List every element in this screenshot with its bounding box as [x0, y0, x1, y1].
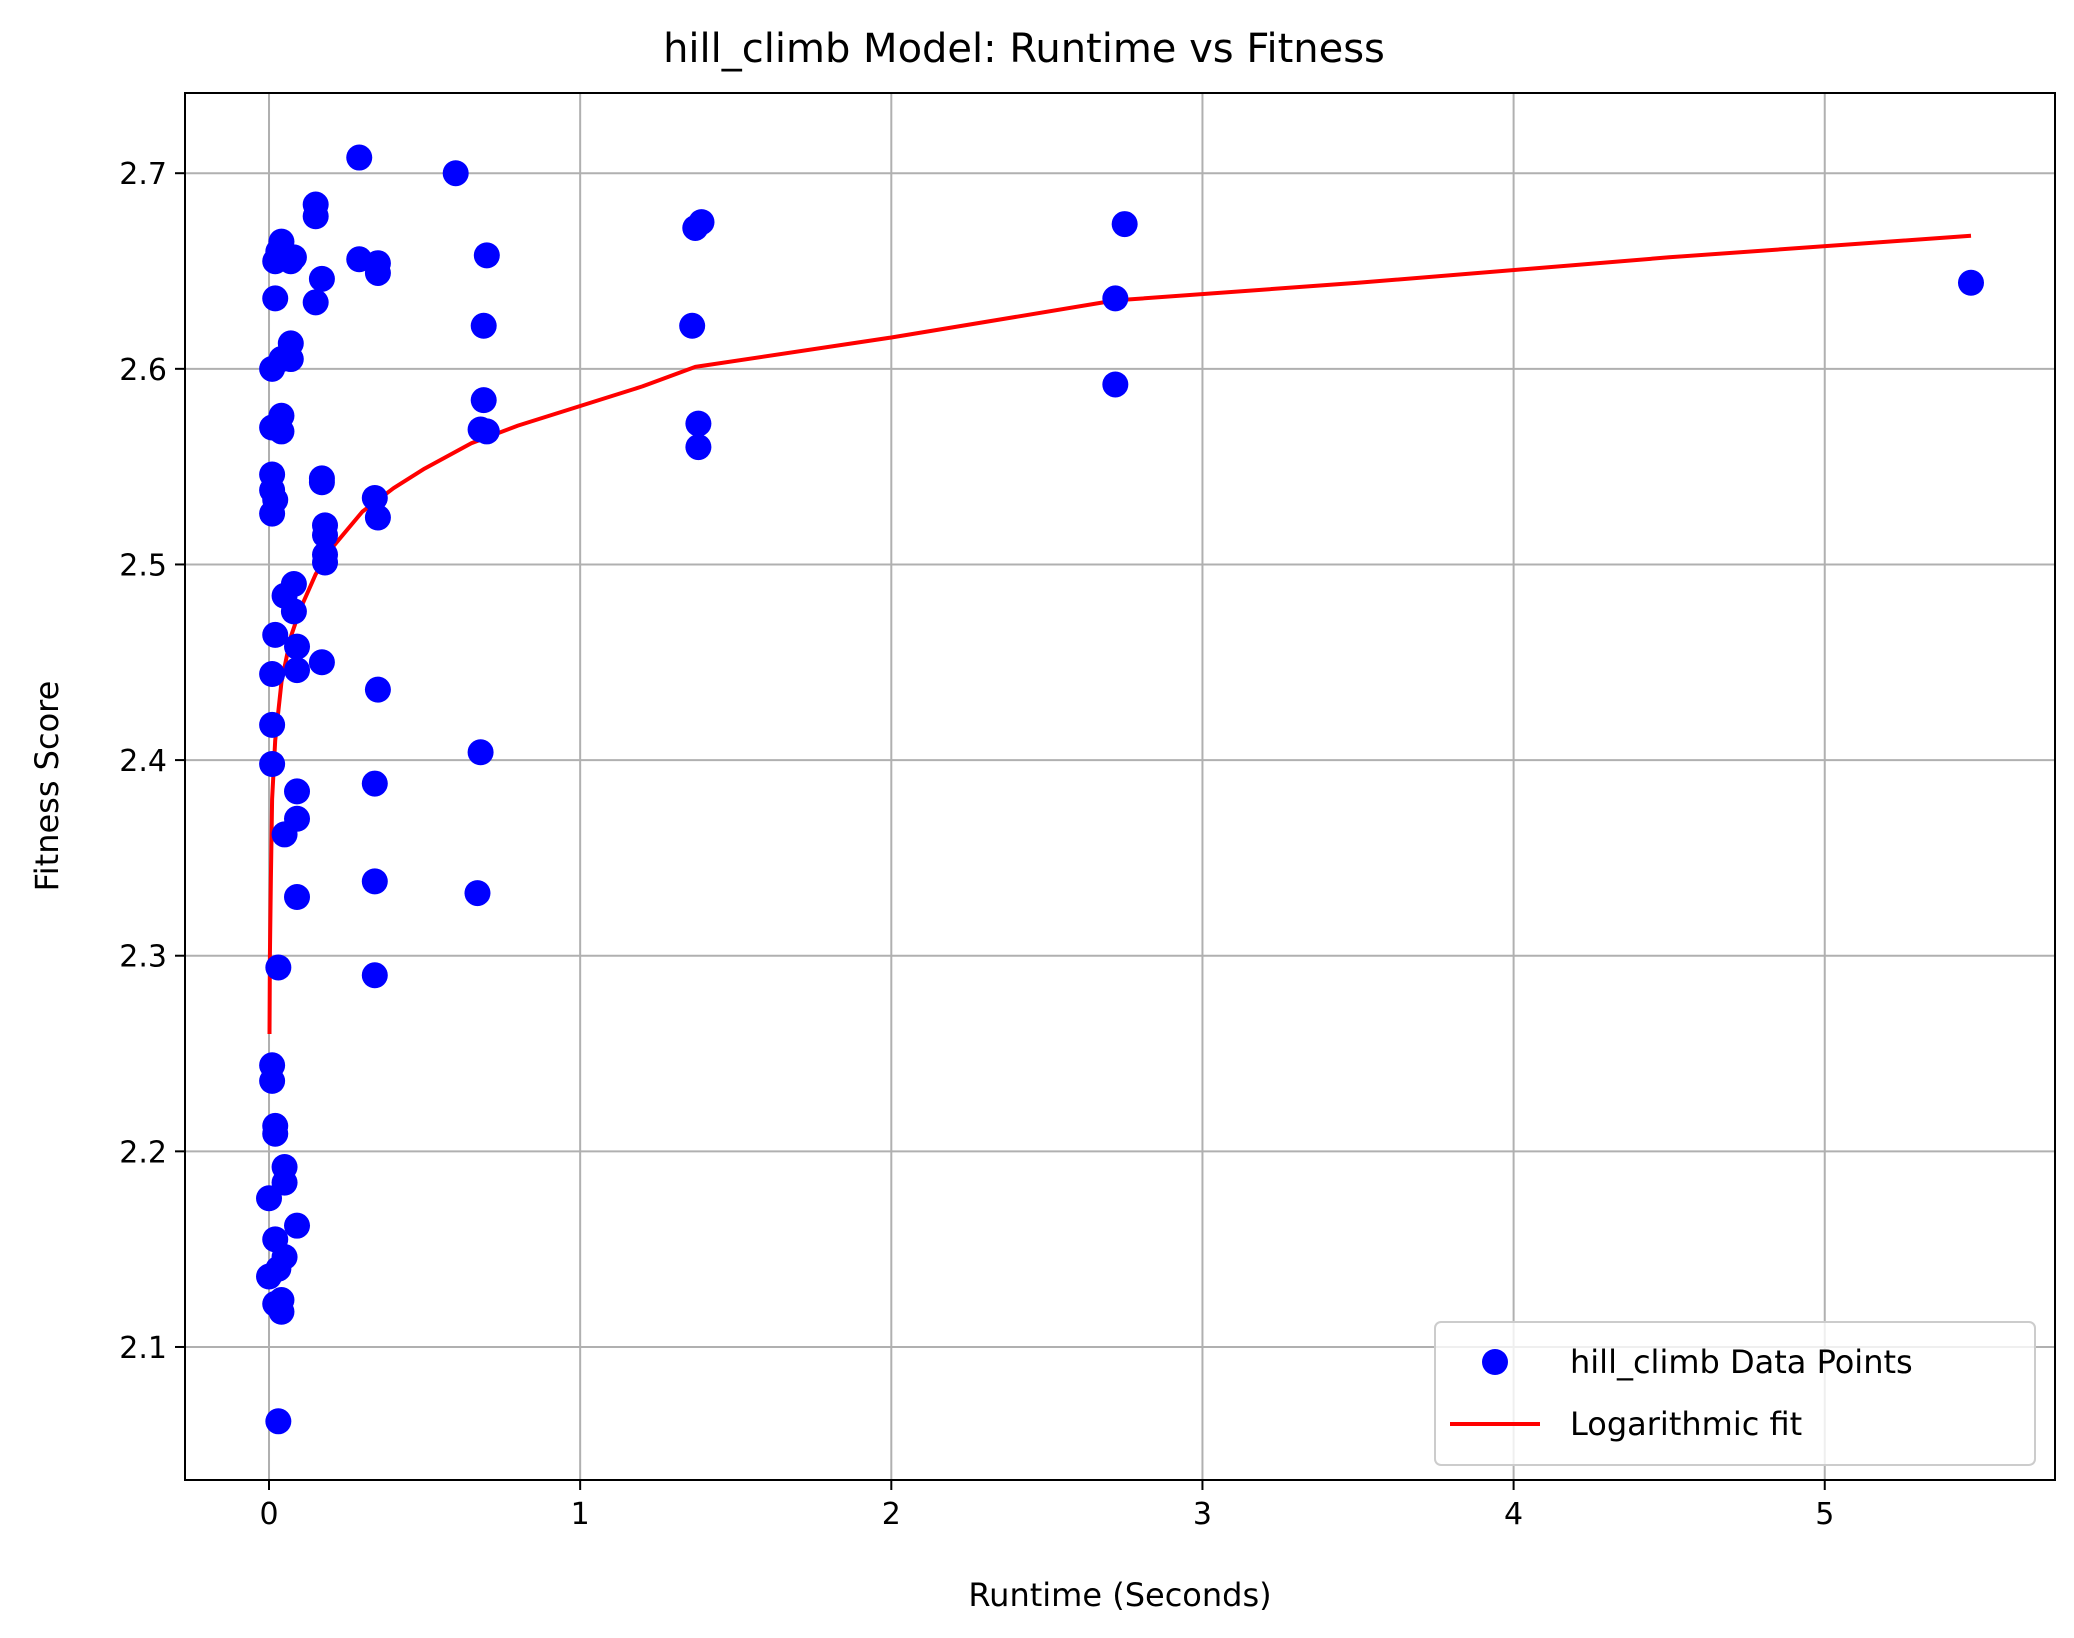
data-point [262, 1120, 289, 1147]
y-tick-label: 2.3 [119, 940, 167, 975]
data-point [284, 778, 311, 805]
data-point [265, 1408, 292, 1435]
data-point [470, 312, 497, 339]
data-point [346, 144, 373, 171]
data-point [685, 410, 712, 437]
y-tick-label: 2.5 [119, 548, 167, 583]
data-point [284, 657, 311, 684]
data-point [682, 214, 709, 241]
data-point [685, 434, 712, 461]
data-point [302, 203, 329, 230]
data-point [361, 770, 388, 797]
data-point [467, 739, 494, 766]
data-point [268, 1298, 295, 1325]
data-point [262, 621, 289, 648]
data-point [259, 711, 286, 738]
axis-ticks: 0 1 2 3 4 5 2.1 2.2 2.3 2.4 2.5 2.6 2.7 [119, 157, 1834, 1532]
data-point [284, 884, 311, 911]
x-tick-label: 1 [571, 1497, 590, 1532]
data-point [464, 880, 491, 907]
y-axis-label: Fitness Score [28, 681, 66, 892]
legend-marker-data-points [1482, 1349, 1508, 1375]
data-point [277, 248, 304, 275]
data-point [259, 751, 286, 778]
data-point [302, 289, 329, 316]
x-tick-label: 0 [259, 1497, 278, 1532]
data-point [259, 1067, 286, 1094]
data-point [473, 242, 500, 269]
data-point [312, 549, 339, 576]
chart-title: hill_climb Model: Runtime vs Fitness [663, 26, 1385, 72]
grid [185, 93, 2055, 1480]
legend-frame [1434, 1321, 2036, 1466]
data-point [308, 265, 335, 292]
legend: hill_climb Data Points Logarithmic fit [1434, 1321, 2036, 1466]
data-point [259, 661, 286, 688]
data-point [470, 387, 497, 414]
x-tick-label: 4 [1504, 1497, 1523, 1532]
data-point [679, 312, 706, 339]
y-tick-label: 2.2 [119, 1135, 167, 1170]
data-point [1957, 269, 1984, 296]
data-point [284, 633, 311, 660]
data-point [361, 962, 388, 989]
data-point [308, 469, 335, 496]
data-point [312, 522, 339, 549]
x-tick-label: 3 [1193, 1497, 1212, 1532]
data-point [361, 484, 388, 511]
legend-label-fit: Logarithmic fit [1570, 1405, 1802, 1443]
data-point [280, 598, 307, 625]
data-point [364, 676, 391, 703]
data-point [364, 259, 391, 286]
data-point [259, 355, 286, 382]
x-tick-label: 2 [882, 1497, 901, 1532]
data-point [1102, 371, 1129, 398]
data-point [271, 821, 298, 848]
y-tick-label: 2.4 [119, 744, 167, 779]
y-tick-label: 2.1 [119, 1331, 167, 1366]
data-point [268, 418, 295, 445]
x-tick-label: 5 [1815, 1497, 1834, 1532]
legend-label-data-points: hill_climb Data Points [1570, 1343, 1913, 1381]
data-point [364, 504, 391, 531]
data-point [265, 954, 292, 981]
y-tick-label: 2.6 [119, 353, 167, 388]
data-point [442, 160, 469, 187]
scatter-points [256, 144, 1984, 1435]
data-point [308, 649, 335, 676]
data-point [361, 868, 388, 895]
data-point [256, 1185, 283, 1212]
data-point [259, 500, 286, 527]
plot-frame [184, 92, 2056, 1481]
x-axis-label: Runtime (Seconds) [968, 1576, 1271, 1614]
data-point [256, 1263, 283, 1290]
data-point [284, 1212, 311, 1239]
y-tick-label: 2.7 [119, 157, 167, 192]
data-point [262, 285, 289, 312]
data-point [1111, 211, 1138, 238]
data-point [1102, 285, 1129, 312]
data-point [473, 418, 500, 445]
